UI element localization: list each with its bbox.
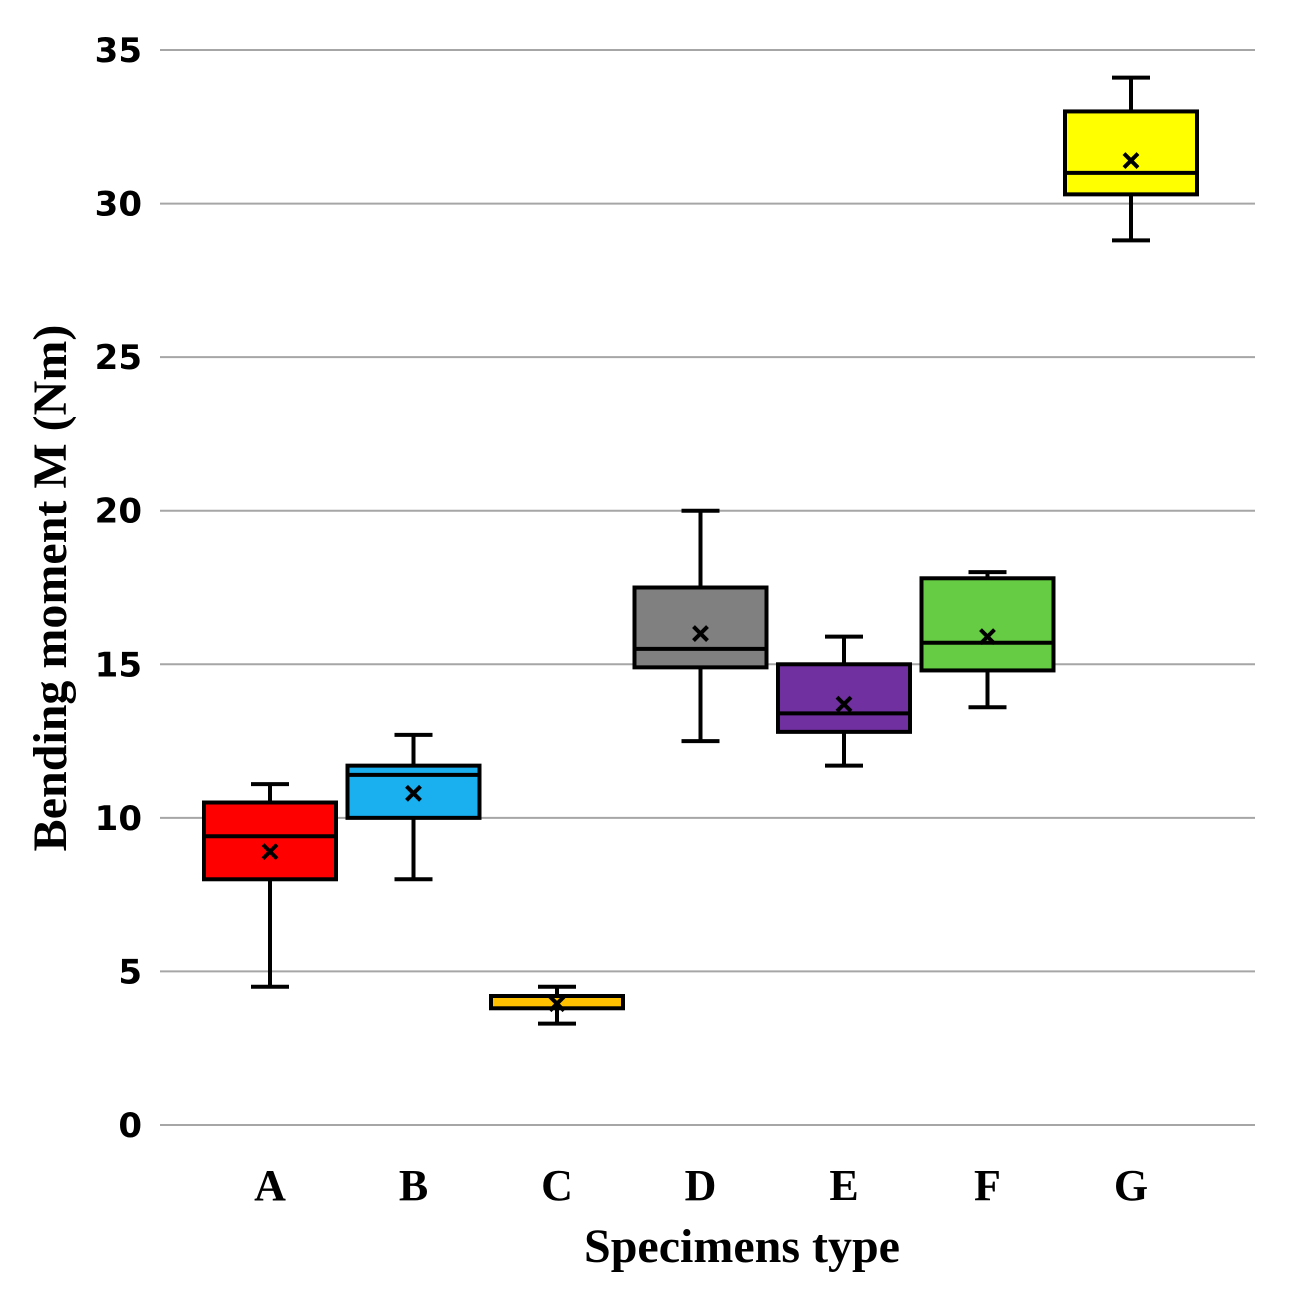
iqr-box: [1063, 109, 1199, 197]
mean-marker: [692, 625, 709, 642]
x-axis-title: Specimens type: [584, 1220, 900, 1273]
mean-marker: [548, 995, 566, 1013]
box-C: [489, 984, 625, 1026]
y-tick-label-0: 0: [118, 1106, 142, 1146]
x-category-label-C: C: [541, 1161, 573, 1210]
box-G: [1063, 75, 1199, 243]
mean-marker: [1122, 152, 1140, 169]
mean-marker: [261, 843, 279, 861]
box-E: [776, 634, 912, 768]
y-tick-label-25: 25: [95, 338, 142, 378]
x-category-label-G: G: [1114, 1161, 1148, 1210]
iqr-box: [202, 800, 338, 882]
box-A: [202, 782, 338, 989]
mean-marker: [405, 784, 422, 802]
box-series: [202, 75, 1199, 1026]
x-category-label-A: A: [254, 1161, 286, 1210]
y-tick-label-5: 5: [118, 952, 142, 992]
y-tick-label-30: 30: [95, 185, 142, 225]
box-F: [919, 570, 1056, 710]
x-axis-category-labels: A B C D E F G: [254, 1161, 1148, 1210]
y-tick-label-15: 15: [95, 645, 142, 685]
box-B: [345, 732, 482, 882]
x-category-label-D: D: [685, 1161, 717, 1210]
mean-marker: [835, 695, 853, 713]
x-category-label-E: E: [829, 1161, 858, 1210]
y-axis-title: Bending moment M (Nm): [24, 325, 77, 852]
iqr-box: [632, 585, 769, 670]
x-category-label-F: F: [974, 1161, 1001, 1210]
box-D: [632, 508, 769, 744]
y-axis-tick-labels: 0 5 10 15 20 25 30 35: [95, 31, 142, 1146]
x-category-label-B: B: [399, 1161, 428, 1210]
y-tick-label-10: 10: [95, 799, 142, 839]
y-tick-label-35: 35: [95, 31, 142, 71]
iqr-box: [919, 576, 1056, 673]
y-tick-label-20: 20: [95, 492, 142, 532]
mean-marker: [979, 628, 996, 646]
iqr-box: [776, 662, 912, 734]
